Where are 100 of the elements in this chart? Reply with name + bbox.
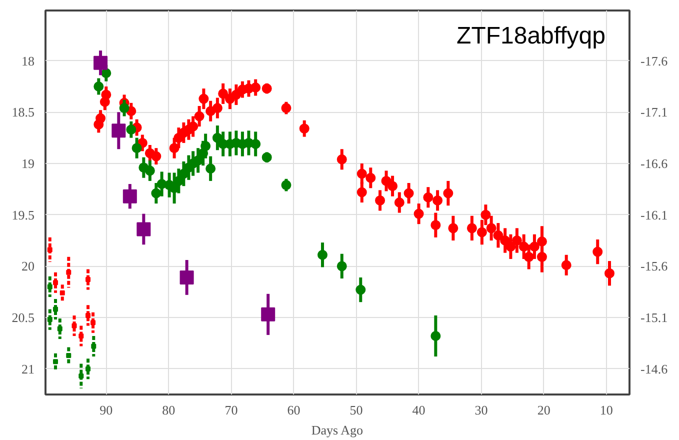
point	[317, 250, 328, 260]
point	[78, 374, 84, 379]
point	[476, 227, 487, 238]
point	[448, 223, 458, 234]
annotation: ZTF18abffyqp	[456, 22, 606, 50]
point	[432, 195, 443, 206]
point	[47, 317, 52, 322]
point	[336, 154, 347, 164]
point	[86, 312, 91, 318]
point	[414, 208, 424, 219]
point	[90, 320, 96, 326]
point	[119, 103, 130, 114]
point	[57, 326, 62, 332]
point	[366, 172, 376, 183]
point	[169, 143, 180, 154]
point	[198, 94, 209, 104]
point	[136, 222, 151, 236]
point	[200, 141, 211, 152]
y-tick-label: 19	[22, 156, 34, 171]
x-tick-label: 20	[537, 402, 550, 418]
point	[194, 111, 204, 122]
point	[193, 155, 204, 166]
y2-tick-label: -16.6	[640, 156, 668, 171]
x-tick-label: 60	[287, 402, 300, 418]
point	[53, 306, 58, 312]
point	[78, 333, 84, 338]
point	[53, 280, 58, 286]
point	[486, 223, 496, 234]
y2-tick-label: -17.1	[640, 104, 668, 120]
point	[466, 223, 477, 234]
point	[506, 242, 516, 252]
point	[356, 284, 366, 295]
point	[218, 88, 228, 99]
point	[94, 56, 108, 70]
y-tick-label: 19.5	[12, 207, 34, 222]
point	[524, 252, 534, 262]
point	[423, 192, 434, 202]
point	[493, 230, 504, 240]
point	[356, 187, 367, 198]
x-axis-title: Days Ago	[311, 422, 363, 438]
point	[536, 252, 547, 262]
point	[144, 166, 155, 176]
point	[47, 284, 52, 290]
point	[375, 195, 386, 206]
point	[66, 352, 72, 358]
point	[604, 268, 614, 278]
point	[299, 124, 310, 134]
point	[94, 81, 104, 92]
point	[561, 260, 572, 270]
point	[336, 261, 347, 272]
point	[72, 323, 77, 328]
point	[180, 270, 194, 284]
point	[281, 180, 292, 190]
point	[206, 164, 216, 174]
point	[430, 220, 441, 230]
point	[518, 242, 529, 252]
point	[250, 82, 261, 92]
point	[356, 168, 367, 179]
point	[262, 152, 272, 162]
point	[66, 270, 72, 275]
point	[536, 236, 547, 247]
point	[250, 138, 261, 149]
point	[529, 242, 540, 252]
y2-tick-label: -15.6	[640, 258, 668, 274]
y-tick-label: 18.5	[12, 104, 34, 120]
point	[388, 181, 398, 192]
y2-tick-label: -15.1	[640, 310, 668, 325]
point	[262, 84, 272, 94]
point	[122, 189, 137, 204]
point	[212, 103, 222, 114]
point	[404, 188, 414, 198]
point	[500, 236, 510, 246]
point	[281, 103, 292, 114]
point	[480, 210, 491, 220]
point	[53, 359, 58, 364]
point	[91, 344, 96, 349]
point	[86, 277, 91, 282]
point	[430, 330, 441, 341]
point	[381, 176, 392, 186]
x-tick-label: 50	[350, 402, 363, 418]
y2-tick-label: -17.6	[640, 53, 668, 68]
point	[126, 124, 136, 135]
point	[112, 124, 126, 138]
point	[101, 90, 112, 100]
point	[261, 307, 276, 322]
point	[151, 151, 162, 162]
x-tick-label: 30	[474, 402, 488, 418]
point	[86, 366, 91, 372]
point	[512, 236, 522, 246]
x-tick-label: 80	[162, 402, 176, 418]
point	[47, 247, 52, 252]
y2-tick-label: -16.1	[640, 207, 668, 222]
x-tick-label: 90	[100, 402, 113, 418]
y-tick-label: 21	[22, 361, 34, 376]
point	[132, 143, 142, 154]
y-tick-label: 20	[22, 258, 34, 274]
y-tick-label: 18	[22, 53, 34, 68]
x-tick-label: 40	[412, 402, 426, 418]
point	[443, 188, 454, 198]
point	[212, 132, 222, 143]
